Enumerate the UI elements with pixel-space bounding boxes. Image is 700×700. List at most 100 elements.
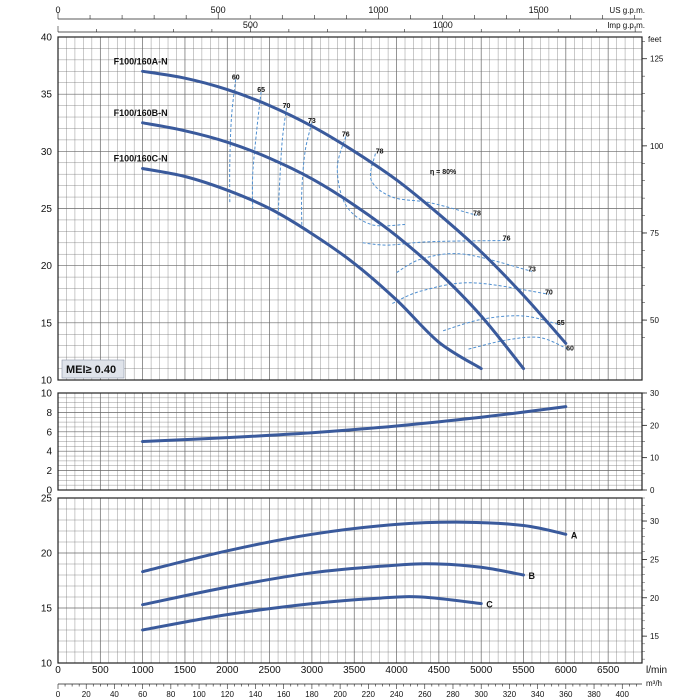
npsh-curve-B xyxy=(141,562,525,607)
lmin-tick-label: 5000 xyxy=(470,665,493,676)
m3h-tick-label: 60 xyxy=(138,690,147,699)
efficiency-label: 73 xyxy=(528,266,536,273)
efficiency-label: 76 xyxy=(342,131,350,138)
y-tick-label: 15 xyxy=(41,318,53,329)
head-curve-F100/160B-N xyxy=(141,121,525,371)
y-tick-label: 40 xyxy=(41,33,53,44)
y-tick-label: 10 xyxy=(41,376,53,387)
y-tick-label: 10 xyxy=(41,389,53,400)
efficiency-contour xyxy=(336,136,406,227)
plot-frame-npsh xyxy=(57,497,643,664)
y-tick-label: 25 xyxy=(41,204,53,215)
us-gpm-unit: US g.p.m. xyxy=(609,6,645,15)
lmin-tick-label: 6500 xyxy=(597,665,620,676)
series-label: C xyxy=(486,600,493,610)
m3h-tick-label: 100 xyxy=(192,690,206,699)
m3h-tick-label: 400 xyxy=(616,690,630,699)
right-tick-label: 20 xyxy=(650,594,659,603)
lmin-tick-label: 5500 xyxy=(512,665,535,676)
y-tick-label: 6 xyxy=(46,427,52,438)
lmin-tick-label: 6000 xyxy=(555,665,578,676)
right-tick-label: 25 xyxy=(650,555,659,564)
right-tick-label: 10 xyxy=(650,454,659,463)
m3h-tick-label: 120 xyxy=(221,690,235,699)
m3h-tick-label: 280 xyxy=(446,690,460,699)
right-tick-label: 75 xyxy=(650,229,659,238)
us-gpm-tick-label: 0 xyxy=(55,5,60,15)
efficiency-contour xyxy=(251,91,262,209)
m3h-tick-label: 240 xyxy=(390,690,404,699)
efficiency-contour xyxy=(396,253,533,273)
right-tick-label: 0 xyxy=(650,486,655,495)
efficiency-label: 65 xyxy=(257,87,265,94)
m3h-tick-label: 80 xyxy=(166,690,175,699)
efficiency-label: 70 xyxy=(545,289,553,296)
right-tick-label: 20 xyxy=(650,421,659,430)
m3h-tick-label: 340 xyxy=(531,690,545,699)
efficiency-contour xyxy=(301,122,313,226)
us-gpm-tick-label: 1500 xyxy=(529,5,549,15)
m3h-tick-label: 200 xyxy=(333,690,347,699)
lmin-tick-label: 500 xyxy=(92,665,109,676)
right-tick-label: 100 xyxy=(650,142,664,151)
power-curve-power xyxy=(141,405,568,443)
lmin-tick-label: 0 xyxy=(55,665,61,676)
efficiency-contour xyxy=(362,240,507,246)
lmin-tick-label: 1500 xyxy=(174,665,197,676)
efficiency-contour xyxy=(442,315,561,332)
m3h-tick-label: 140 xyxy=(249,690,263,699)
head-curve-F100/160C-N xyxy=(141,167,483,371)
m3h-tick-label: 0 xyxy=(56,690,61,699)
m3h-tick-label: 320 xyxy=(503,690,517,699)
lmin-tick-label: 2000 xyxy=(216,665,239,676)
lmin-tick-label: 2500 xyxy=(258,665,281,676)
imp-gpm-unit: Imp g.p.m. xyxy=(607,21,645,30)
m3h-tick-label: 40 xyxy=(110,690,119,699)
efficiency-label: 70 xyxy=(283,103,291,110)
lmin-tick-label: 4000 xyxy=(385,665,408,676)
y-tick-label: 15 xyxy=(41,604,53,615)
series-label: F100/160A-N xyxy=(114,56,168,66)
mei-box xyxy=(61,359,125,379)
m3h-tick-label: 160 xyxy=(277,690,291,699)
npsh-curve-A xyxy=(141,520,568,574)
right-tick-label: 30 xyxy=(650,389,659,398)
m3h-tick-label: 360 xyxy=(559,690,573,699)
y-tick-label: 25 xyxy=(41,494,53,505)
feet-unit-label: feet xyxy=(648,35,662,44)
plot-frame-head xyxy=(57,36,643,381)
m3h-tick-label: 220 xyxy=(362,690,376,699)
efficiency-contour xyxy=(229,79,237,203)
right-tick-label: 125 xyxy=(650,55,664,64)
lmin-tick-label: 3000 xyxy=(301,665,324,676)
head-curve-F100/160A-N xyxy=(141,69,568,345)
efficiency-label: 78 xyxy=(376,149,384,156)
series-label: A xyxy=(571,530,578,540)
efficiency-label: 78 xyxy=(473,210,481,217)
y-tick-label: 10 xyxy=(41,659,53,670)
y-tick-label: 0 xyxy=(46,486,52,497)
us-gpm-tick-label: 500 xyxy=(211,5,226,15)
y-tick-label: 8 xyxy=(46,408,52,419)
efficiency-label: 60 xyxy=(232,74,240,81)
y-tick-label: 35 xyxy=(41,90,53,101)
lmin-tick-label: 3500 xyxy=(343,665,366,676)
npsh-curve-C xyxy=(141,595,483,632)
efficiency-label: η = 80% xyxy=(430,169,457,176)
lmin-unit: l/min xyxy=(646,665,667,676)
imp-gpm-tick-label: 1000 xyxy=(433,20,453,30)
us-gpm-tick-label: 1000 xyxy=(368,5,388,15)
efficiency-contour xyxy=(468,336,571,351)
right-tick-label: 15 xyxy=(650,632,659,641)
m3h-tick-label: 180 xyxy=(305,690,319,699)
right-tick-label: 30 xyxy=(650,517,659,526)
m3h-tick-label: 20 xyxy=(82,690,91,699)
y-tick-label: 2 xyxy=(46,466,52,477)
y-tick-label: 20 xyxy=(41,261,53,272)
series-label: B xyxy=(529,571,536,581)
m3h-tick-label: 380 xyxy=(587,690,601,699)
efficiency-label: 73 xyxy=(308,118,316,125)
right-tick-label: 50 xyxy=(650,316,659,325)
efficiency-contour xyxy=(277,107,287,220)
